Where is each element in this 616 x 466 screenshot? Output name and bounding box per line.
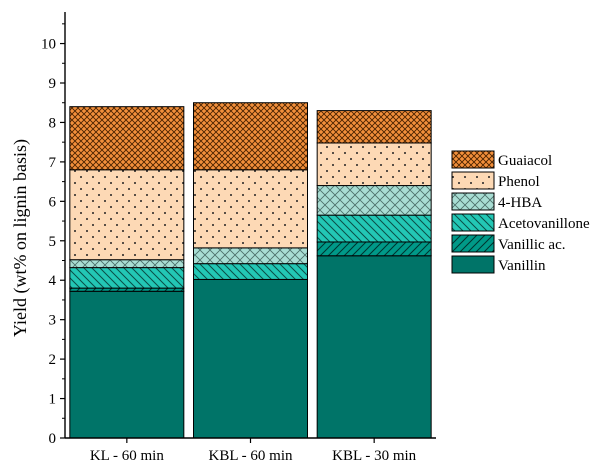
bar-segment-4-hba-2 [193, 247, 308, 265]
y-tick-label: 4 [49, 273, 57, 289]
y-tick-label: 2 [49, 352, 57, 368]
bar-segment-vanillic-ac-3 [316, 241, 432, 257]
legend-label-guaiacol: Guaiacol [498, 153, 552, 169]
bar-segment-vanillin-1 [69, 290, 185, 439]
legend: Guaiacol Phenol 4-HBA Acetovanillone Vanilli… [451, 150, 590, 274]
bar-segment-acetovanillone-3 [316, 214, 432, 243]
legend-label-acetovanillone: Acetovanillone [498, 216, 590, 232]
legend-swatch-vanillin [451, 255, 495, 274]
y-tick-label: 10 [41, 37, 56, 53]
y-tick-label: 9 [49, 76, 57, 92]
plot-area: KL - 60 min KBL - 60 min KBL - 30 min 0 1 2 3 4… [41, 12, 436, 464]
bar-segment-4-hba-3 [316, 185, 432, 216]
y-tick-label: 1 [49, 392, 57, 408]
legend-label-vanillin: Vanillin [498, 258, 546, 274]
legend-label-4-hba: 4-HBA [498, 195, 542, 211]
legend-swatch-4-hba [451, 192, 495, 211]
bar-segment-guaiacol-3 [316, 110, 432, 144]
legend-swatch-guaiacol [451, 150, 495, 169]
legend-swatch-phenol [451, 171, 495, 190]
bar-segment-vanillin-3 [316, 255, 432, 439]
legend-label-phenol: Phenol [498, 174, 540, 190]
y-tick-label: 8 [49, 115, 57, 131]
bar-segment-phenol-2 [193, 169, 308, 249]
x-tick-label: KBL - 60 min [208, 448, 293, 464]
bar-segment-acetovanillone-1 [69, 267, 185, 289]
bar-segment-guaiacol-2 [193, 102, 308, 171]
y-tick-label: 5 [49, 234, 57, 250]
legend-label-vanillic-ac: Vanillic ac. [498, 237, 565, 253]
y-axis-title: Yield (wt% on lignin basis) [10, 139, 31, 337]
y-tick-label: 6 [49, 194, 57, 210]
bar-segment-4-hba-1 [69, 259, 185, 269]
bar-segment-phenol-3 [316, 142, 432, 187]
legend-swatch-acetovanillone [451, 213, 495, 232]
bar-segment-guaiacol-1 [69, 106, 185, 171]
y-tick-label: 0 [49, 431, 57, 447]
x-tick-label: KBL - 30 min [332, 448, 417, 464]
bar-segment-vanillin-2 [193, 278, 308, 439]
bar-segment-phenol-1 [69, 169, 185, 261]
bar-segment-acetovanillone-2 [193, 263, 308, 280]
y-tick-label: 3 [49, 313, 57, 329]
x-tick-label: KL - 60 min [90, 448, 165, 464]
y-tick-label: 7 [49, 155, 57, 171]
legend-swatch-vanillic-ac [451, 234, 495, 253]
